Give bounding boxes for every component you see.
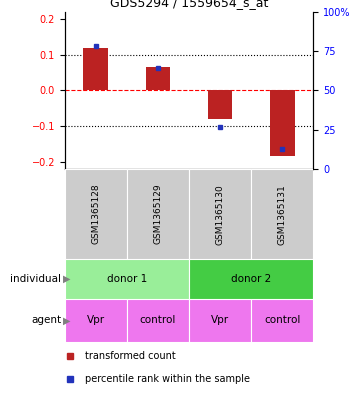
- Text: individual: individual: [10, 274, 61, 284]
- Text: percentile rank within the sample: percentile rank within the sample: [85, 374, 250, 384]
- Text: ▶: ▶: [63, 315, 71, 325]
- Bar: [65, 259, 189, 299]
- Bar: [189, 169, 251, 259]
- Text: donor 2: donor 2: [231, 274, 271, 284]
- Bar: [270, 90, 294, 156]
- Text: GSM1365129: GSM1365129: [153, 184, 162, 244]
- Bar: [208, 90, 233, 119]
- Text: donor 1: donor 1: [107, 274, 147, 284]
- Text: control: control: [264, 315, 300, 325]
- Text: agent: agent: [31, 315, 61, 325]
- Bar: [189, 299, 251, 342]
- Bar: [189, 259, 313, 299]
- Text: GSM1365128: GSM1365128: [91, 184, 100, 244]
- Bar: [127, 299, 189, 342]
- Text: GSM1365131: GSM1365131: [278, 184, 287, 244]
- Text: control: control: [140, 315, 176, 325]
- Text: Vpr: Vpr: [87, 315, 105, 325]
- Bar: [127, 169, 189, 259]
- Bar: [84, 48, 108, 90]
- Bar: [65, 299, 127, 342]
- Bar: [251, 169, 313, 259]
- Text: Vpr: Vpr: [211, 315, 229, 325]
- Title: GDS5294 / 1559654_s_at: GDS5294 / 1559654_s_at: [110, 0, 268, 9]
- Text: GSM1365130: GSM1365130: [216, 184, 225, 244]
- Bar: [65, 169, 127, 259]
- Bar: [145, 67, 170, 90]
- Text: transformed count: transformed count: [85, 351, 175, 361]
- Text: ▶: ▶: [63, 274, 71, 284]
- Bar: [251, 299, 313, 342]
